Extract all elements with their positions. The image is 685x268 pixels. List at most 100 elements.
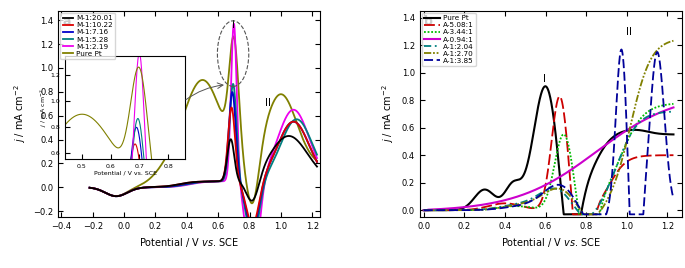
M-1:20.01 — [247, 199, 256, 202]
A-0.94:1 — [526, 190, 534, 193]
A-3.44:1 — [669, 102, 677, 106]
A-5.08:1 — [638, 155, 646, 158]
Pure Pt — [125, 189, 133, 193]
Line: A-3.44:1: A-3.44:1 — [424, 104, 673, 214]
M-1:2.19 — [125, 190, 133, 193]
Line: M-1:20.01: M-1:20.01 — [90, 136, 317, 201]
M-1:2.19 — [284, 112, 292, 115]
M-1:10.22 — [248, 223, 256, 226]
M-1:20.01 — [308, 159, 316, 163]
A-0.94:1 — [420, 209, 428, 212]
M-1:7.16 — [125, 190, 133, 193]
A-5.08:1 — [420, 209, 428, 212]
M-1:20.01 — [125, 190, 133, 193]
Line: A-1:2.70: A-1:2.70 — [424, 41, 673, 214]
A-5.08:1 — [448, 209, 456, 212]
M-1:5.28 — [182, 183, 190, 186]
M-1:5.28 — [173, 184, 181, 188]
Line: M-1:5.28: M-1:5.28 — [90, 84, 317, 240]
M-1:5.28 — [308, 143, 316, 146]
M-1:20.01 — [173, 183, 181, 186]
M-1:2.19 — [173, 185, 181, 188]
M-1:20.01 — [313, 165, 321, 168]
Pure Pt — [308, 155, 316, 158]
Pure Pt — [248, 202, 256, 205]
Pure Pt — [664, 133, 673, 136]
Line: M-1:7.16: M-1:7.16 — [90, 92, 317, 229]
Line: M-1:10.22: M-1:10.22 — [90, 107, 317, 225]
A-1:3.85 — [463, 209, 471, 212]
Pure Pt — [515, 178, 523, 181]
Pure Pt — [541, 85, 549, 88]
M-1:2.19 — [112, 195, 120, 198]
A-1:2.04 — [515, 201, 523, 204]
M-1:10.22 — [308, 151, 316, 155]
M-1:5.28 — [125, 190, 133, 193]
Y-axis label: $j$ / mA cm$^{-2}$: $j$ / mA cm$^{-2}$ — [12, 84, 27, 143]
A-5.08:1 — [556, 95, 564, 98]
M-1:10.22 — [284, 123, 292, 126]
M-1:20.01 — [86, 186, 94, 189]
A-5.08:1 — [463, 208, 471, 211]
Pure Pt — [420, 209, 428, 212]
M-1:10.22 — [112, 195, 120, 198]
A-1:3.85 — [638, 213, 646, 216]
Pure Pt — [284, 100, 292, 103]
A-1:2.70 — [420, 209, 428, 212]
M-1:7.16 — [249, 228, 257, 231]
M-1:20.01 — [112, 195, 120, 198]
M-1:20.01 — [285, 134, 293, 137]
M-1:2.19 — [229, 22, 238, 25]
A-1:2.04 — [577, 213, 585, 216]
A-1:2.70 — [448, 209, 456, 212]
M-1:5.28 — [86, 186, 94, 189]
Pure Pt — [182, 104, 190, 107]
Text: I: I — [543, 74, 546, 84]
A-1:2.04 — [664, 110, 673, 113]
M-1:5.28 — [112, 195, 120, 198]
Line: A-1:3.85: A-1:3.85 — [424, 50, 673, 214]
M-1:10.22 — [86, 186, 94, 189]
A-1:2.70 — [669, 39, 677, 42]
A-3.44:1 — [664, 103, 673, 106]
Text: II: II — [626, 28, 632, 38]
M-1:7.16 — [313, 160, 321, 163]
Pure Pt — [313, 159, 321, 162]
A-1:3.85 — [448, 209, 456, 212]
M-1:7.16 — [308, 151, 316, 155]
A-1:2.70 — [526, 199, 534, 203]
Pure Pt — [173, 132, 181, 135]
Pure Pt — [86, 186, 94, 189]
A-1:2.04 — [463, 209, 471, 212]
M-1:7.16 — [182, 182, 190, 185]
A-1:2.04 — [526, 198, 534, 201]
Line: Pure Pt: Pure Pt — [90, 36, 317, 203]
Pure Pt — [526, 149, 534, 152]
A-1:2.70 — [638, 80, 646, 84]
Text: a: a — [62, 15, 71, 28]
Legend: M-1:20.01, M-1:10.22, M-1:7.16, M-1:5.28, M-1:2.19, Pure Pt: M-1:20.01, M-1:10.22, M-1:7.16, M-1:5.28… — [60, 13, 115, 59]
Line: M-1:2.19: M-1:2.19 — [90, 24, 317, 268]
M-1:7.16 — [284, 123, 292, 126]
M-1:10.22 — [227, 106, 236, 109]
A-3.44:1 — [420, 209, 428, 212]
A-1:2.70 — [463, 209, 471, 212]
A-1:2.04 — [669, 110, 677, 113]
Pure Pt — [112, 195, 120, 198]
A-3.44:1 — [463, 209, 471, 212]
M-1:7.16 — [228, 91, 236, 94]
X-axis label: Potential / V $\it{vs}$. SCE: Potential / V $\it{vs}$. SCE — [501, 236, 601, 250]
Line: A-1:2.04: A-1:2.04 — [424, 111, 673, 214]
M-1:10.22 — [125, 190, 133, 193]
A-5.08:1 — [515, 204, 523, 207]
Line: Pure Pt: Pure Pt — [424, 86, 673, 214]
M-1:10.22 — [173, 183, 181, 186]
A-0.94:1 — [664, 107, 673, 111]
M-1:2.19 — [182, 183, 190, 187]
A-5.08:1 — [569, 213, 577, 216]
X-axis label: Potential / V $\it{vs}$. SCE: Potential / V $\it{vs}$. SCE — [139, 236, 239, 250]
A-0.94:1 — [515, 194, 523, 198]
A-1:2.70 — [581, 213, 589, 216]
M-1:10.22 — [182, 181, 190, 185]
M-1:2.19 — [86, 186, 94, 189]
